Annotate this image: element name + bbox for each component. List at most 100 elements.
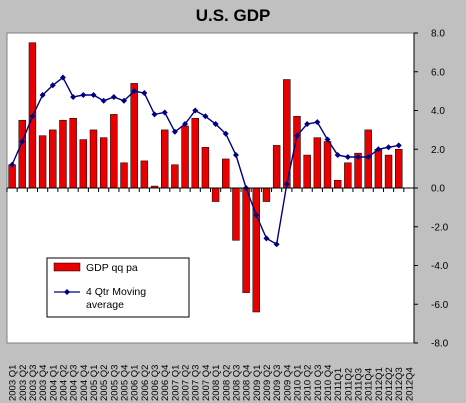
x-tick-label: 2007 Q2 bbox=[181, 365, 192, 401]
x-tick-label: 2011Q4 bbox=[364, 368, 375, 401]
x-tick-label: 2008 Q1 bbox=[211, 365, 222, 401]
x-tick-label: 2011Q2 bbox=[343, 368, 354, 401]
moving-average-marker bbox=[19, 138, 26, 145]
moving-average-marker bbox=[90, 92, 97, 98]
x-tick-label: 2005 Q1 bbox=[89, 365, 100, 401]
moving-average-marker bbox=[39, 92, 46, 98]
gdp-bar bbox=[181, 125, 189, 189]
x-tick-label: 2011Q1 bbox=[333, 368, 344, 401]
x-tick-label: 2006 Q3 bbox=[150, 365, 161, 401]
moving-average-marker bbox=[273, 241, 280, 248]
x-tick-label: 2008 Q3 bbox=[231, 365, 242, 401]
gdp-bar bbox=[252, 187, 261, 313]
gdp-bar bbox=[395, 149, 403, 189]
x-tick-label: 2005 Q3 bbox=[109, 365, 120, 401]
x-tick-label: 2010 Q4 bbox=[323, 365, 334, 401]
gdp-bar bbox=[161, 129, 169, 189]
moving-average-marker bbox=[253, 212, 260, 219]
x-tick-label: 2007 Q4 bbox=[201, 365, 212, 401]
x-tick-label: 2004 Q1 bbox=[48, 365, 59, 401]
gdp-bar bbox=[384, 154, 393, 189]
moving-average-marker bbox=[70, 93, 77, 100]
moving-average-marker bbox=[355, 154, 362, 160]
moving-average-marker bbox=[29, 113, 36, 120]
x-tick-label: 2008 Q4 bbox=[242, 365, 253, 401]
legend-label-bars: GDP qq pa bbox=[86, 262, 138, 274]
x-tick-label: 2006 Q1 bbox=[130, 365, 141, 401]
moving-average-series bbox=[9, 74, 402, 248]
x-tick-label: 2005 Q4 bbox=[120, 365, 131, 401]
moving-average-marker bbox=[202, 113, 209, 120]
x-tick-label: 2010 Q1 bbox=[292, 365, 303, 401]
moving-average-marker bbox=[304, 121, 311, 128]
x-tick-label: 2003 Q2 bbox=[18, 365, 29, 401]
gdp-bar bbox=[293, 116, 301, 189]
moving-average-marker bbox=[100, 97, 107, 104]
moving-average-marker bbox=[9, 161, 16, 168]
y-tick-label: 0.0 bbox=[431, 184, 445, 195]
moving-average-marker bbox=[59, 74, 66, 81]
moving-average-marker bbox=[222, 130, 229, 137]
moving-average-marker bbox=[375, 146, 382, 153]
x-tick-label: 2003 Q4 bbox=[38, 365, 49, 401]
moving-average-marker bbox=[49, 82, 56, 89]
gdp-bar bbox=[313, 137, 322, 189]
x-tick-label: 2012Q2 bbox=[384, 367, 395, 401]
x-tick-label: 2007 Q3 bbox=[191, 365, 202, 401]
gdp-bar bbox=[272, 145, 281, 189]
moving-average-marker bbox=[192, 107, 199, 114]
y-tick-label: 4.0 bbox=[431, 106, 445, 117]
gdp-bar bbox=[89, 129, 98, 189]
x-tick-label: 2012Q3 bbox=[394, 367, 405, 401]
x-tick-label: 2012Q4 bbox=[404, 367, 415, 401]
gdp-bar bbox=[110, 114, 118, 189]
gdp-bar bbox=[18, 119, 26, 189]
x-tick-label: 2009 Q2 bbox=[262, 365, 273, 401]
x-tick-label: 2010 Q3 bbox=[313, 365, 324, 401]
gdp-bar bbox=[38, 135, 47, 189]
gdp-bar bbox=[242, 187, 250, 293]
gdp-bar bbox=[49, 129, 57, 189]
moving-average-marker bbox=[324, 136, 331, 143]
gdp-bar bbox=[59, 119, 67, 189]
moving-average-marker bbox=[171, 128, 178, 135]
x-tick-label: 2006 Q4 bbox=[160, 365, 171, 401]
gdp-bar bbox=[171, 164, 179, 189]
y-tick-label: -6.0 bbox=[431, 300, 449, 311]
y-tick-label: 2.0 bbox=[431, 145, 445, 156]
moving-average-marker bbox=[182, 121, 189, 128]
x-tick-label: 2004 Q4 bbox=[79, 365, 90, 401]
y-tick-label: 6.0 bbox=[431, 67, 445, 78]
moving-average-marker bbox=[212, 121, 219, 128]
moving-average-marker bbox=[365, 154, 372, 160]
moving-average-marker bbox=[283, 181, 290, 188]
x-tick-label: 2011Q3 bbox=[354, 368, 365, 401]
x-axis-ticks: 2003 Q1 2003 Q2 2003 Q3 2003 Q4 2004 Q1 2004 … bbox=[8, 365, 416, 401]
legend: GDP qq pa 4 Qtr Moving average bbox=[46, 257, 190, 318]
moving-average-marker bbox=[263, 235, 270, 242]
gdp-bar bbox=[120, 162, 128, 189]
gdp-bar bbox=[374, 149, 383, 189]
y-axis-ticks: 8.0 6.0 4.0 2.0 0.0 -2.0 -4.0 -6.0 -8.0 bbox=[414, 29, 449, 350]
x-tick-label: 2003 Q1 bbox=[8, 365, 19, 401]
moving-average-marker bbox=[110, 93, 117, 100]
x-tick-label: 2008 Q2 bbox=[221, 365, 232, 401]
legend-marker bbox=[64, 289, 70, 295]
moving-average-marker bbox=[334, 152, 341, 159]
gdp-bar bbox=[79, 139, 88, 189]
moving-average-marker bbox=[232, 152, 239, 159]
gdp-bar bbox=[140, 160, 149, 189]
moving-average-marker bbox=[293, 132, 300, 139]
moving-average-marker bbox=[141, 90, 148, 97]
gdp-bar bbox=[323, 141, 332, 189]
moving-average-marker bbox=[151, 111, 158, 118]
y-tick-label: -2.0 bbox=[431, 222, 449, 233]
gdp-bar bbox=[211, 187, 220, 202]
x-tick-label: 2012Q1 bbox=[374, 367, 385, 401]
legend-label-line: 4 Qtr Moving average bbox=[86, 286, 146, 311]
gdp-bar bbox=[130, 83, 138, 189]
x-tick-label: 2009 Q1 bbox=[252, 365, 263, 401]
moving-average-marker bbox=[395, 142, 402, 149]
y-tick-label: 8.0 bbox=[431, 29, 445, 40]
